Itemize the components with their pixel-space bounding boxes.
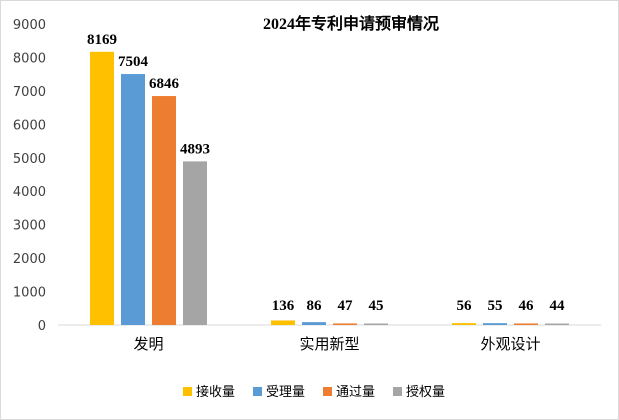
data-label: 45 (369, 298, 384, 314)
category-label: 发明 (133, 335, 163, 353)
data-label: 8169 (87, 32, 117, 48)
category-label: 实用新型 (299, 335, 359, 353)
y-tick-label: 9000 (13, 18, 46, 33)
y-tick-label: 3000 (13, 219, 46, 234)
bar (452, 323, 476, 325)
bars-layer (90, 51, 569, 326)
bar (483, 323, 507, 325)
data-label: 55 (488, 298, 503, 314)
legend-label: 受理量 (266, 385, 305, 400)
bar (364, 323, 388, 325)
legend-swatch (183, 387, 192, 396)
legend-swatch (393, 387, 402, 396)
legend-swatch (323, 387, 332, 396)
bar (545, 323, 569, 325)
y-tick-label: 4000 (13, 185, 46, 200)
legend-label: 授权量 (406, 384, 445, 400)
y-tick-label: 2000 (13, 252, 46, 267)
data-label: 7504 (118, 54, 149, 70)
bar (183, 161, 207, 325)
legend-label: 通过量 (336, 385, 375, 400)
y-tick-label: 5000 (13, 152, 46, 167)
bar (271, 320, 295, 325)
y-tick-label: 1000 (13, 286, 46, 301)
bar (514, 323, 538, 325)
data-label: 44 (550, 298, 566, 314)
bar (302, 322, 326, 325)
chart-title: 2024年专利申请预审情况 (263, 14, 439, 33)
y-tick-label: 6000 (13, 118, 46, 133)
y-tick-label: 0 (38, 319, 46, 334)
y-tick-label: 8000 (13, 51, 46, 66)
legend-swatch (253, 387, 262, 396)
bar (121, 74, 145, 325)
bar (152, 96, 176, 325)
data-label: 56 (457, 298, 473, 314)
bar (333, 323, 357, 325)
data-label: 47 (338, 298, 354, 314)
axis-layer: 0 1000 2000 3000 4000 5000 6000 7000 8000 9000 发明 实… (13, 18, 601, 353)
data-labels-layer: 8169 136 56 7504 86 55 6846 47 46 4893 45 44 (87, 32, 565, 314)
y-tick-label: 7000 (13, 85, 46, 100)
legend: 接收量 受理量 通过量 授权量 (183, 384, 445, 400)
bar (90, 51, 114, 326)
data-label: 86 (307, 298, 323, 314)
data-label: 46 (519, 298, 535, 314)
data-label: 6846 (149, 76, 180, 92)
category-label: 外观设计 (480, 335, 540, 353)
data-label: 4893 (180, 141, 210, 157)
legend-label: 接收量 (196, 384, 235, 400)
data-label: 136 (272, 298, 295, 314)
